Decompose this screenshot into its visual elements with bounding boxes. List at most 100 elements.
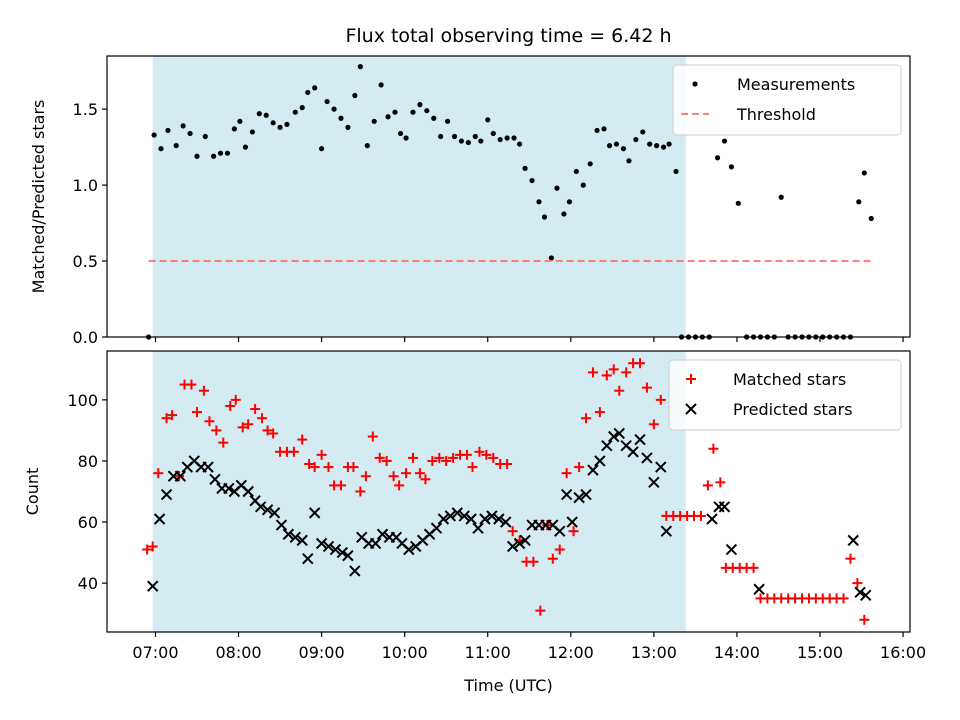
y-tick-label: 0.5 bbox=[73, 252, 98, 271]
measurement-point bbox=[868, 215, 874, 222]
legend-entry: Measurements bbox=[692, 75, 855, 94]
measurement-point bbox=[587, 161, 593, 167]
ratio-panel: 0.0 0.5 1.0 1.5 Flux total observing time =… bbox=[29, 25, 911, 347]
observing-window-shade-bottom bbox=[152, 351, 686, 632]
measurement-point bbox=[606, 143, 613, 149]
predicted-stars-point bbox=[223, 482, 235, 495]
predicted-stars-point bbox=[554, 525, 566, 537]
y-tick-label: 60 bbox=[78, 513, 98, 532]
legend-label: Measurements bbox=[737, 75, 855, 94]
matched-stars-point bbox=[198, 385, 209, 396]
measurement-point bbox=[566, 199, 573, 205]
matched-stars-point bbox=[388, 471, 399, 482]
ratio-axes: 0.0 0.5 1.0 1.5 bbox=[73, 55, 911, 347]
predicted-stars-point bbox=[655, 461, 667, 473]
predicted-stars-point bbox=[261, 504, 274, 516]
measurement-point bbox=[601, 126, 607, 132]
predicted-stars-point bbox=[627, 446, 639, 458]
measurement-point bbox=[237, 118, 243, 124]
x-b bbox=[403, 543, 415, 556]
measurement-point bbox=[478, 138, 484, 144]
predicted-stars-point bbox=[315, 537, 328, 550]
predicted-stars-point bbox=[329, 543, 342, 556]
measurement-point bbox=[580, 182, 586, 188]
matched-stars-point bbox=[204, 416, 215, 427]
x-tick-label: 11:00 bbox=[465, 643, 511, 662]
x-b bbox=[580, 488, 592, 501]
x-tick-label: 10:00 bbox=[382, 643, 428, 662]
axes-frame bbox=[106, 55, 911, 338]
measurement-point bbox=[410, 109, 416, 115]
measurement-point bbox=[345, 124, 351, 130]
measurement-point bbox=[312, 85, 318, 91]
x-b bbox=[634, 433, 646, 446]
matched-stars-point bbox=[304, 459, 315, 470]
matched-stars-point bbox=[268, 428, 279, 439]
matched-stars-point bbox=[323, 462, 334, 473]
x-b bbox=[458, 510, 470, 522]
predicted-stars-point bbox=[608, 430, 620, 443]
measurement-point bbox=[385, 114, 391, 120]
x-b bbox=[608, 430, 620, 443]
matched-stars-point bbox=[360, 471, 371, 482]
legend-marker-dot bbox=[692, 81, 698, 87]
measurement-point bbox=[424, 108, 430, 114]
predicted-stars-point bbox=[336, 546, 349, 559]
predicted-stars-point bbox=[349, 565, 361, 577]
predicted-stars-point bbox=[634, 433, 646, 446]
predicted-stars-point bbox=[641, 452, 653, 464]
matched-stars-point bbox=[407, 452, 418, 463]
predicted-stars-point bbox=[268, 507, 281, 519]
x-b bbox=[254, 501, 267, 513]
x-b bbox=[847, 534, 859, 547]
measurement-point bbox=[485, 117, 491, 123]
legend-entry: Predicted stars bbox=[685, 400, 853, 419]
x-b bbox=[566, 516, 578, 528]
measurement-point bbox=[211, 153, 217, 159]
measurement-point bbox=[458, 138, 465, 144]
measurement-point bbox=[472, 133, 478, 140]
measurement-point bbox=[856, 199, 862, 205]
matched-stars-point bbox=[153, 468, 164, 479]
matched-stars-point bbox=[748, 562, 759, 573]
matched-stars-point bbox=[474, 446, 485, 457]
measurement-point bbox=[224, 150, 231, 156]
measurement-point bbox=[277, 124, 283, 130]
predicted-stars-point bbox=[209, 473, 221, 485]
matched-stars-point bbox=[414, 468, 425, 479]
predicted-stars-point bbox=[308, 507, 321, 519]
x-b bbox=[554, 525, 566, 537]
measurement-point bbox=[721, 138, 728, 144]
x-b bbox=[725, 543, 738, 556]
measurement-point bbox=[666, 141, 672, 147]
x-b bbox=[641, 452, 653, 464]
x-b bbox=[437, 513, 450, 525]
legend-ratio: Measurements Threshold bbox=[672, 64, 902, 136]
measurement-point bbox=[573, 168, 579, 175]
matched-stars-point bbox=[467, 462, 478, 473]
x-b bbox=[620, 439, 632, 452]
x-tick-label: 15:00 bbox=[797, 643, 843, 662]
measurement-point bbox=[529, 177, 535, 184]
matched-stars-point bbox=[355, 486, 366, 497]
x-b bbox=[753, 583, 765, 595]
matched-stars-point bbox=[715, 477, 726, 488]
predicted-stars-point bbox=[275, 519, 288, 531]
x-b bbox=[506, 540, 519, 553]
measurement-point bbox=[242, 144, 249, 150]
measurement-point bbox=[438, 133, 444, 140]
predicted-stars-point bbox=[289, 531, 301, 544]
x-b bbox=[315, 537, 328, 550]
predicted-stars-point bbox=[242, 485, 254, 498]
measurement-point bbox=[299, 105, 305, 111]
matched-stars-point bbox=[561, 468, 572, 479]
measurement-point bbox=[158, 146, 164, 152]
x-tick-label: 16:00 bbox=[880, 643, 926, 662]
measurement-point bbox=[256, 111, 262, 117]
matched-stars-point bbox=[594, 407, 605, 418]
matched-stars-point bbox=[702, 480, 713, 491]
predicted-stars-point bbox=[430, 522, 443, 534]
predicted-stars-point bbox=[486, 510, 498, 522]
matched-stars-point bbox=[142, 544, 153, 555]
predicted-stars-point bbox=[706, 513, 718, 525]
